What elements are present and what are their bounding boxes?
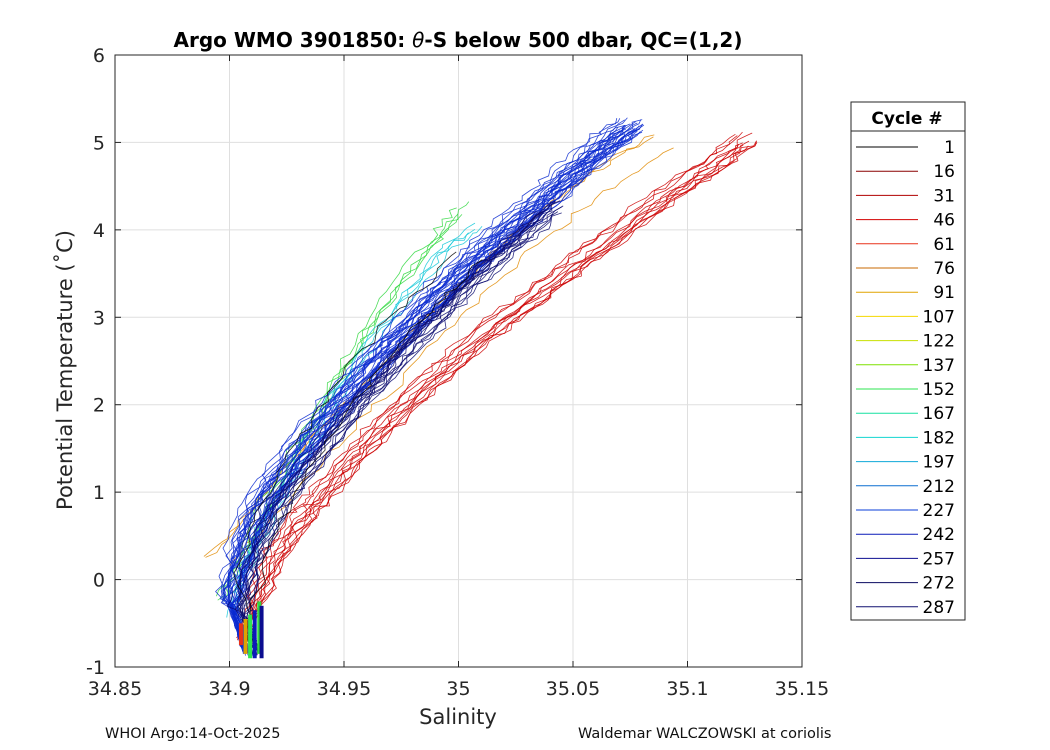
bottom-marker-4	[257, 601, 262, 654]
y-tick-label: 6	[93, 45, 105, 67]
legend-label-107: 107	[923, 307, 955, 327]
x-tick-label: 35.05	[546, 678, 600, 700]
legend-label-152: 152	[923, 380, 955, 400]
series-line-4	[232, 119, 642, 655]
y-axis-label: Potential Temperature (˚C)	[53, 230, 77, 510]
series-line-4	[227, 123, 631, 655]
y-tick-label: 3	[93, 307, 105, 329]
footer-left-credit: WHOI Argo:14-Oct-2025	[105, 726, 281, 742]
legend-box	[850, 101, 966, 621]
series-line-4	[227, 124, 627, 656]
legend-label-1: 1	[944, 138, 955, 158]
series-line-0	[238, 135, 738, 640]
series-line-5	[236, 213, 547, 656]
series-line-4	[223, 124, 626, 653]
x-tick-label: 35.15	[775, 678, 829, 700]
legend-label-91: 91	[933, 283, 955, 303]
x-tick-label: 35.1	[666, 678, 708, 700]
series-line-0	[241, 145, 749, 645]
y-tick-label: -1	[86, 657, 105, 679]
legend-label-31: 31	[933, 186, 955, 206]
y-tick-label: 2	[93, 395, 105, 417]
x-tick-label: 34.9	[208, 678, 250, 700]
legend-title: Cycle #	[871, 109, 942, 129]
series-line-4	[235, 122, 638, 653]
y-tick-label: 4	[93, 220, 105, 242]
series-line-3	[236, 225, 483, 611]
y-tick-label: 0	[93, 570, 105, 592]
y-tick-label: 5	[93, 132, 105, 154]
series-layer	[203, 117, 758, 657]
series-line-6	[233, 251, 457, 648]
chart-title: Argo WMO 3901850: θ-S below 500 dbar, QC…	[174, 28, 743, 52]
series-line-5	[239, 208, 553, 653]
series-line-0	[244, 142, 758, 643]
legend-label-212: 212	[923, 477, 955, 497]
legend-label-242: 242	[923, 525, 955, 545]
bottom-marker-2	[248, 614, 253, 659]
bottom-marker-5	[259, 605, 264, 659]
legend-entries: 1 16 31 46 61 76 91 107 122 137 152 167 182 197 212 227…	[856, 138, 955, 618]
legend-label-287: 287	[923, 598, 955, 618]
legend-label-197: 197	[923, 453, 955, 473]
legend-label-182: 182	[923, 428, 955, 448]
footer-right-credit: Waldemar WALCZOWSKI at coriolis	[578, 726, 832, 742]
series-line-5	[241, 212, 562, 656]
series-line-0	[240, 140, 757, 641]
series-line-0	[239, 140, 757, 641]
legend-label-46: 46	[933, 211, 955, 231]
series-line-0	[240, 143, 739, 644]
series-line-0	[241, 132, 753, 642]
chart-title-prefix: Argo WMO 3901850:	[174, 28, 413, 52]
series-line-5	[238, 213, 554, 654]
legend: Cycle # 11631466176911071221371521671821…	[850, 101, 966, 621]
series-line-4	[222, 128, 626, 655]
series-line-4	[215, 118, 618, 654]
bottom-marker-0	[238, 623, 243, 646]
legend-label-122: 122	[923, 332, 955, 352]
x-tick-label: 34.85	[88, 678, 142, 700]
series-line-4	[220, 126, 619, 654]
legend-label-227: 227	[923, 501, 955, 521]
series-line-4	[227, 125, 626, 655]
legend-label-16: 16	[933, 162, 955, 182]
marker-layer	[238, 601, 264, 659]
legend-label-257: 257	[923, 549, 955, 569]
chart-title-suffix: -S below 500 dbar, QC=(1,2)	[424, 28, 742, 52]
series-line-4	[219, 125, 625, 653]
legend-label-61: 61	[933, 235, 955, 255]
chart-title-theta: θ	[412, 28, 424, 52]
x-tick-label: 34.95	[317, 678, 371, 700]
x-tick-label: 35	[446, 678, 470, 700]
legend-label-137: 137	[923, 356, 955, 376]
y-tick-label: 1	[93, 482, 105, 504]
series-line-5	[226, 211, 537, 656]
legend-label-272: 272	[923, 574, 955, 594]
series-line-0	[237, 133, 736, 641]
tick-layer: 34.85 34.9 34.95 35 35.05 35.1 35.15 -1 0 1 2 3 4 5 6	[86, 45, 829, 700]
bottom-marker-1	[243, 618, 248, 654]
bottom-marker-3	[252, 610, 257, 659]
x-axis-label: Salinity	[419, 705, 497, 729]
legend-label-167: 167	[923, 404, 955, 424]
legend-label-76: 76	[933, 259, 955, 279]
series-line-4	[226, 117, 628, 653]
series-line-4	[222, 130, 621, 656]
series-line-6	[249, 259, 483, 649]
